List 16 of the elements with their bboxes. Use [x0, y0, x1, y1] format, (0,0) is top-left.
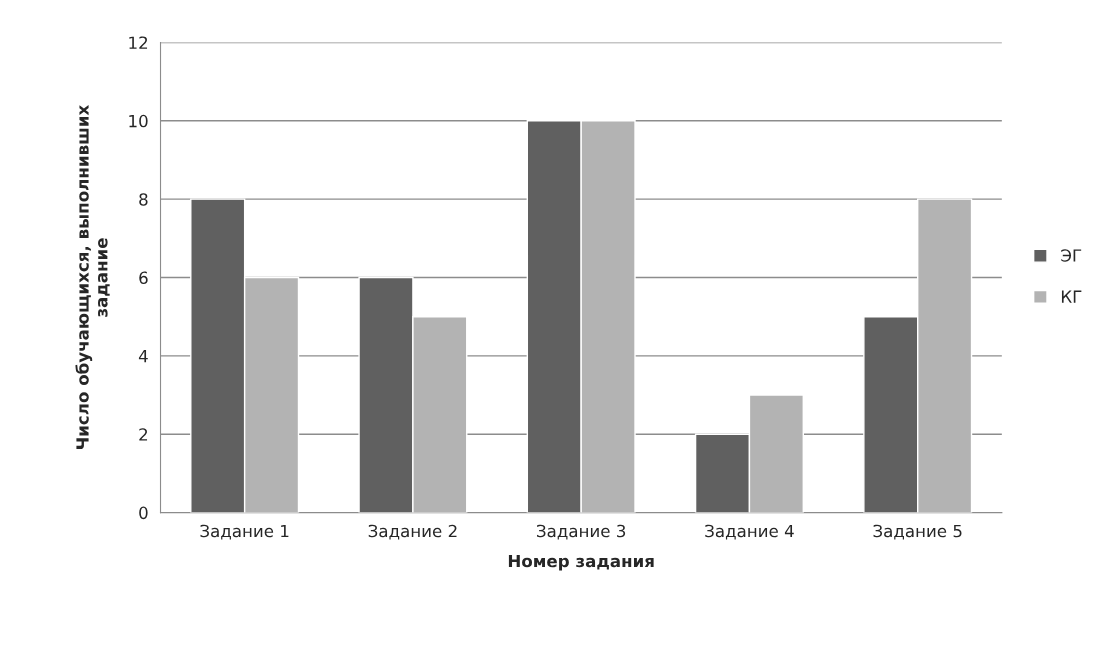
y-tick-label: 4 [138, 350, 148, 363]
y-tick-label: 8 [139, 193, 148, 206]
y-axis-title: Число обучающихся, выполнивших задание [75, 105, 110, 449]
y-tick-label: 0 [139, 506, 148, 520]
y-tick-label: 6 [139, 271, 148, 285]
x-axis-title: Номер задания [508, 554, 654, 571]
x-tick-label: Задание 4 [705, 524, 794, 540]
legend-label: КГ [1061, 290, 1082, 303]
y-tick-label: 12 [129, 36, 148, 49]
x-tick-label: Задание 3 [537, 524, 626, 540]
y-tick-label: 2 [139, 428, 148, 441]
y-tick-label: 10 [129, 114, 148, 128]
x-tick-label: Задание 1 [200, 524, 289, 540]
x-tick-label: Задание 2 [368, 524, 457, 540]
x-tick-label: Задание 5 [873, 524, 962, 540]
legend-label: ЭГ [1061, 249, 1082, 262]
